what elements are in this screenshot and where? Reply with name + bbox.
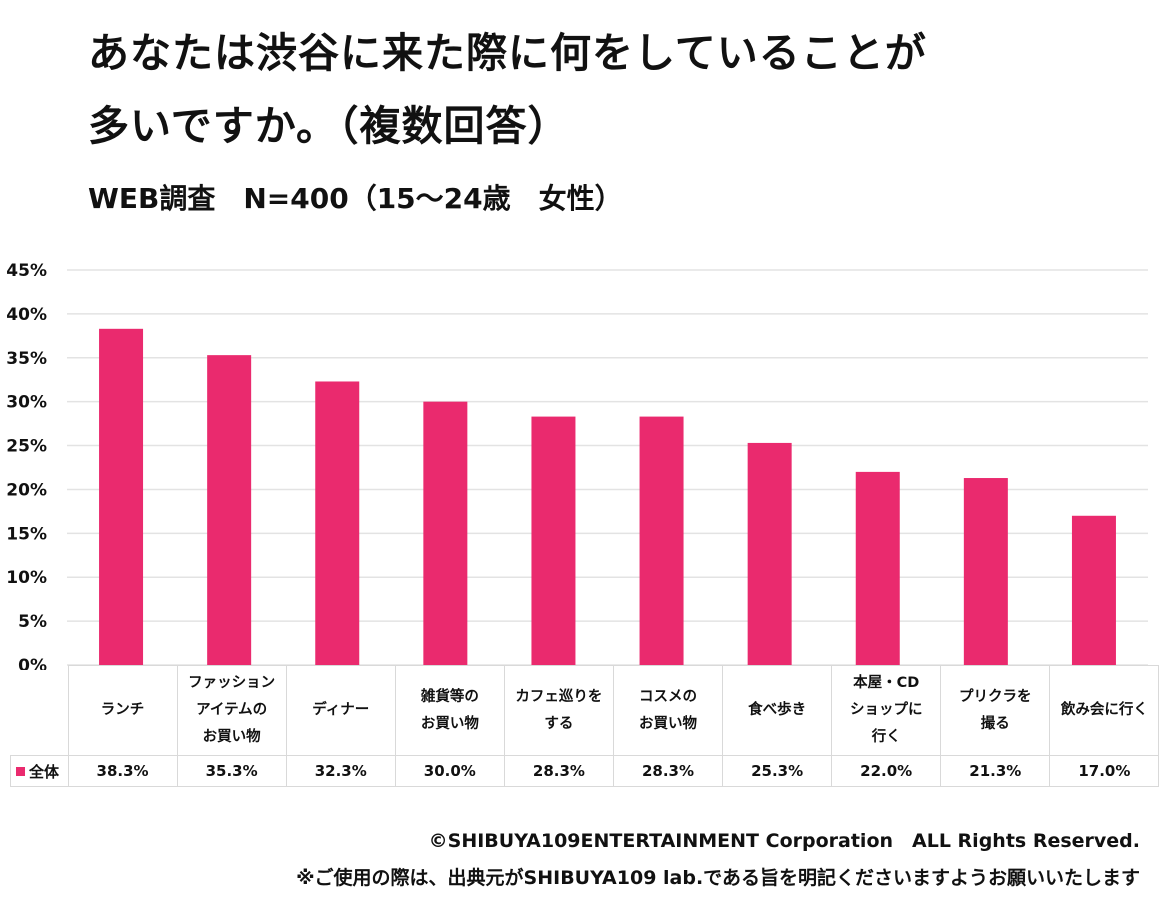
category-label: ファッション アイテムのお買い物 bbox=[176, 665, 287, 756]
value-label: 22.0% bbox=[831, 755, 942, 787]
category-label: ランチ bbox=[67, 665, 178, 756]
legend-entry: 全体 bbox=[10, 755, 69, 787]
y-tick-label: 10% bbox=[6, 568, 47, 588]
category-label-line: 雑貨等の bbox=[420, 688, 479, 705]
category-label-line: アイテムの bbox=[196, 702, 268, 718]
category-label-line: コスメの bbox=[639, 688, 698, 705]
category-label: 飲み会に行く bbox=[1049, 665, 1160, 756]
bar bbox=[963, 478, 1008, 665]
value-label: 17.0% bbox=[1049, 755, 1160, 787]
chart-subtitle: WEB調査 N=400（15〜24歳 女性） bbox=[88, 182, 623, 215]
y-tick-label: 25% bbox=[6, 437, 47, 457]
value-label: 28.3% bbox=[503, 755, 614, 787]
table-corner bbox=[10, 665, 69, 756]
category-label-line: ディナー bbox=[312, 702, 370, 718]
bar bbox=[639, 416, 684, 665]
category-label-line: ショップに bbox=[849, 702, 923, 718]
value-label: 30.0% bbox=[394, 755, 505, 787]
bar bbox=[315, 381, 360, 665]
data-table: ランチ ファッション アイテムの お買い物 ディナー 雑貨等の お買い物 カフェ巡りを する コス… bbox=[10, 665, 1160, 787]
category-label-line: 食べ歩き bbox=[748, 702, 807, 718]
category-label: 本屋・CD ショップに行く bbox=[831, 665, 942, 756]
category-label-line: ランチ bbox=[100, 702, 145, 718]
y-tick-label: 35% bbox=[6, 349, 47, 369]
y-tick-label: 20% bbox=[6, 480, 47, 500]
category-label: コスメの お買い物 bbox=[612, 665, 724, 756]
category-label-line: お買い物 bbox=[639, 715, 698, 732]
copyright-notice: ©SHIBUYA109ENTERTAINMENT Corporation ALL… bbox=[428, 830, 1140, 852]
value-row: 全体 38.3% 35.3% 32.3% 30.0% 28.3% 28.3% 25.3% 22… bbox=[10, 755, 1160, 787]
value-label: 32.3% bbox=[285, 755, 396, 787]
chart-title-line-2: 多いですか。（複数回答） bbox=[88, 102, 570, 150]
value-label: 38.3% bbox=[67, 755, 178, 787]
category-label-line: 飲み会に行く bbox=[1060, 702, 1148, 718]
bars bbox=[99, 328, 1116, 665]
bar bbox=[423, 401, 468, 665]
category-label-line: ファッション bbox=[188, 675, 276, 691]
y-tick-label: 15% bbox=[6, 524, 47, 544]
bar-chart: 0%5%10%15%20%25%30%35%40%45% bbox=[6, 261, 1148, 670]
category-label-line: 行く bbox=[871, 729, 901, 745]
category-label-line: カフェ巡りを bbox=[515, 688, 603, 705]
legend-label: 全体 bbox=[29, 762, 60, 781]
y-tick-label: 40% bbox=[6, 305, 47, 325]
category-label-line: プリクラを bbox=[959, 688, 1032, 705]
bar bbox=[1071, 515, 1116, 665]
category-label: 食べ歩き bbox=[722, 665, 833, 756]
y-axis-ticks: 0%5%10%15%20%25%30%35%40%45% bbox=[6, 261, 47, 670]
category-label: ディナー bbox=[285, 665, 396, 756]
category-label: プリクラを 撮る bbox=[940, 665, 1051, 756]
bar bbox=[855, 471, 900, 665]
category-label-line: お買い物 bbox=[420, 715, 479, 732]
bar bbox=[207, 355, 252, 665]
value-label: 21.3% bbox=[940, 755, 1051, 787]
category-row: ランチ ファッション アイテムの お買い物 ディナー 雑貨等の お買い物 カフェ巡りを する コス… bbox=[10, 665, 1160, 756]
bar bbox=[531, 416, 576, 665]
category-label-line: 本屋・CD bbox=[853, 675, 920, 691]
value-label: 28.3% bbox=[612, 755, 724, 787]
usage-notice: ※ご使用の際は、出典元がSHIBUYA109 lab.である旨を明記くださいます… bbox=[296, 867, 1140, 889]
y-tick-label: 45% bbox=[6, 261, 47, 281]
category-label-line: お買い物 bbox=[202, 729, 261, 745]
legend-swatch bbox=[16, 766, 25, 776]
chart-title-line-1: あなたは渋谷に来た際に何をしていることが bbox=[88, 29, 927, 77]
bar bbox=[99, 328, 144, 665]
category-label-line: 撮る bbox=[980, 715, 1010, 732]
bar bbox=[747, 442, 792, 665]
y-tick-label: 5% bbox=[18, 612, 47, 632]
category-label: 雑貨等の お買い物 bbox=[394, 665, 505, 756]
y-tick-label: 30% bbox=[6, 393, 47, 413]
value-label: 35.3% bbox=[176, 755, 287, 787]
value-label: 25.3% bbox=[722, 755, 833, 787]
category-label-line: する bbox=[544, 715, 574, 732]
category-label: カフェ巡りを する bbox=[503, 665, 614, 756]
